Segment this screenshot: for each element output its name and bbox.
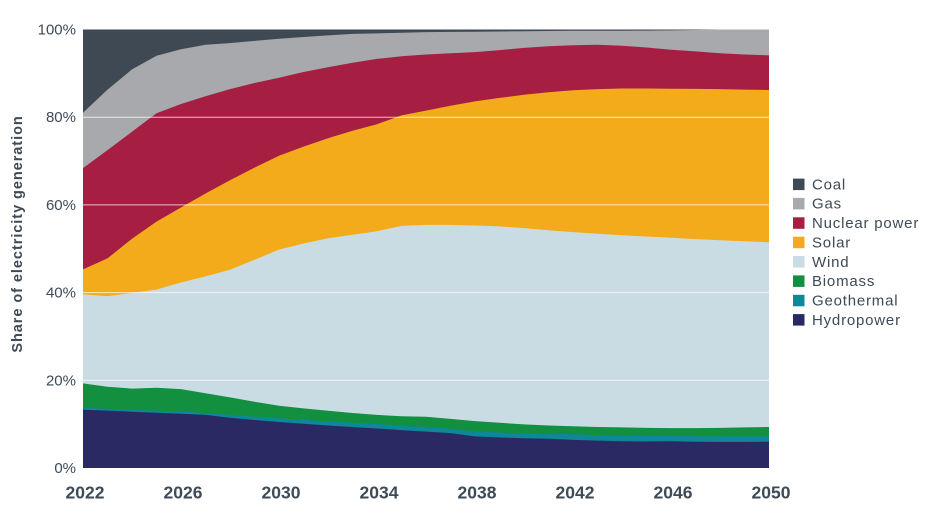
svg-text:60%: 60% (46, 197, 76, 214)
svg-text:Share of electricity generatio: Share of electricity generation (10, 115, 26, 352)
svg-text:80%: 80% (46, 109, 76, 126)
svg-text:Nuclear power: Nuclear power (812, 215, 919, 232)
svg-text:2026: 2026 (164, 483, 203, 503)
svg-text:2050: 2050 (752, 483, 791, 503)
svg-text:Hydropower: Hydropower (812, 312, 901, 329)
svg-text:2038: 2038 (458, 483, 497, 503)
svg-text:2022: 2022 (66, 483, 105, 503)
svg-text:2030: 2030 (262, 483, 301, 503)
svg-text:Geothermal: Geothermal (812, 293, 898, 310)
svg-text:40%: 40% (46, 285, 76, 302)
svg-text:100%: 100% (38, 22, 76, 39)
svg-text:2034: 2034 (360, 483, 399, 503)
svg-text:Biomass: Biomass (812, 273, 875, 290)
svg-text:Gas: Gas (812, 196, 842, 213)
svg-text:2042: 2042 (556, 483, 595, 503)
svg-text:0%: 0% (54, 460, 76, 477)
svg-text:20%: 20% (46, 372, 76, 389)
svg-text:2046: 2046 (654, 483, 693, 503)
svg-text:Coal: Coal (812, 176, 846, 193)
svg-text:Wind: Wind (812, 254, 849, 271)
svg-text:Solar: Solar (812, 234, 851, 251)
